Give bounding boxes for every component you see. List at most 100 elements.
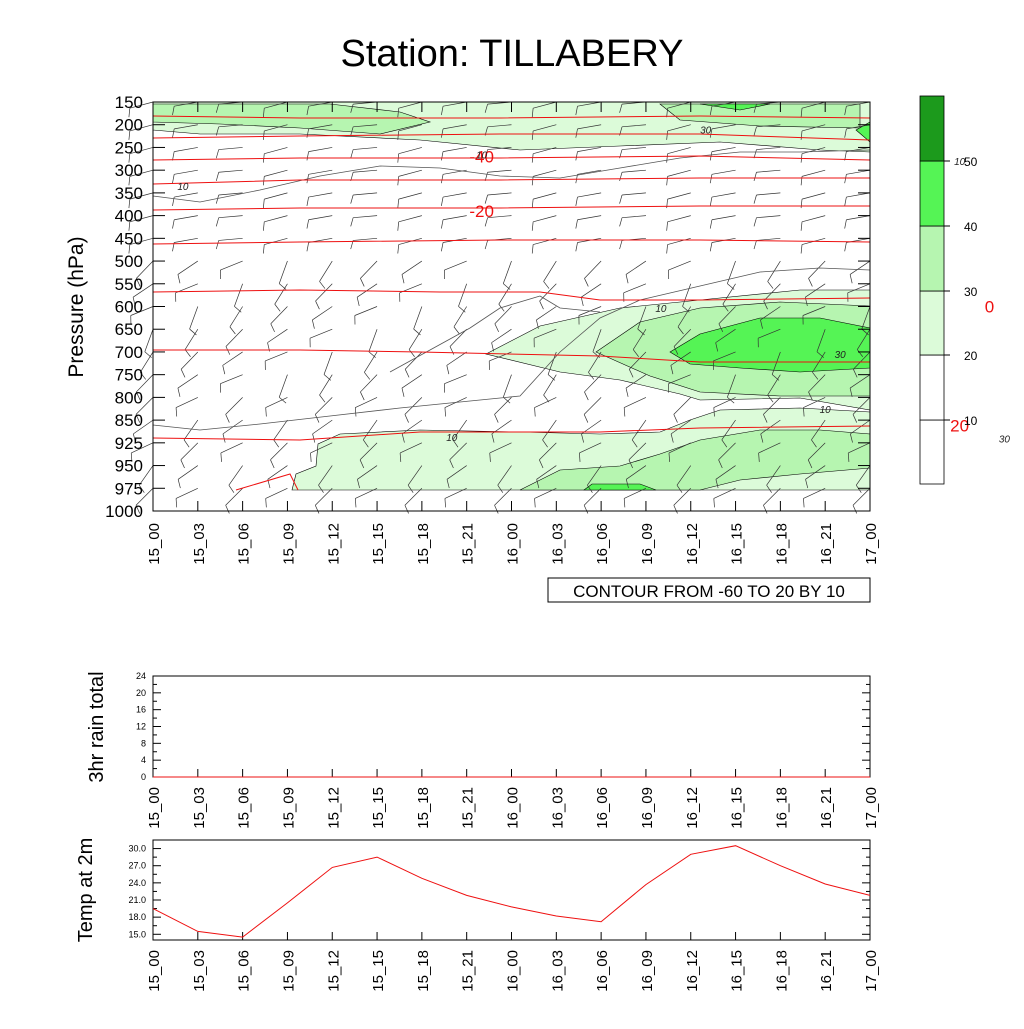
wind-barb-staff bbox=[756, 238, 780, 240]
wind-barb-flag bbox=[263, 245, 264, 254]
wind-barb-staff bbox=[176, 488, 198, 498]
wind-barb-flag bbox=[351, 218, 353, 227]
x-tick-label: 17_00 bbox=[863, 787, 880, 829]
wind-barb-flag bbox=[176, 498, 177, 507]
wind-barb-flag bbox=[178, 274, 180, 283]
wind-barb-staff bbox=[221, 443, 243, 453]
wind-barb-flag bbox=[355, 498, 356, 507]
x-tick-label: 16_06 bbox=[594, 523, 611, 565]
wind-barb-staff bbox=[275, 284, 288, 304]
wind-barb-staff bbox=[499, 284, 512, 304]
legend-box-20-30 bbox=[920, 355, 944, 420]
y-tick-label: 21.0 bbox=[128, 895, 146, 905]
wind-barb-staff bbox=[414, 307, 422, 330]
wind-barb-staff bbox=[353, 193, 377, 195]
wind-barb-flag bbox=[274, 440, 279, 447]
isotach-label: 30 bbox=[999, 434, 1011, 445]
wind-barb-flag bbox=[576, 220, 578, 229]
temp-y-ticks: 15.018.021.024.027.030.0 bbox=[128, 844, 870, 940]
wind-barb-staff bbox=[353, 238, 377, 240]
wind-barb-staff bbox=[264, 147, 287, 153]
wind-barb-flag bbox=[584, 392, 588, 400]
wind-barb-staff bbox=[488, 170, 512, 172]
wind-barb-flag bbox=[271, 324, 275, 332]
wind-barb-flag bbox=[145, 352, 152, 358]
wind-barb-flag bbox=[853, 505, 857, 513]
x-tick-label: 15_09 bbox=[280, 787, 297, 829]
wind-barb-flag bbox=[624, 498, 625, 507]
wind-barb-flag bbox=[307, 152, 309, 161]
wind-barb-flag bbox=[850, 274, 852, 283]
wind-barb-staff bbox=[174, 193, 198, 197]
y-tick-label: 975 bbox=[115, 479, 143, 498]
wind-barb-flag bbox=[532, 199, 533, 208]
x-tick-label: 15_15 bbox=[370, 950, 387, 992]
wind-barb-staff bbox=[405, 488, 422, 505]
wind-barb-staff bbox=[226, 488, 243, 505]
wind-barb-flag bbox=[216, 195, 218, 204]
x-tick-label: 15_00 bbox=[146, 787, 163, 829]
wind-barb-staff bbox=[274, 420, 288, 440]
wind-barb-flag bbox=[495, 324, 499, 332]
wind-barb-flag bbox=[405, 369, 409, 377]
x-tick-label: 16_12 bbox=[684, 950, 701, 992]
wind-barb-staff bbox=[268, 329, 288, 342]
wind-barb-flag bbox=[369, 352, 376, 358]
wind-barb-flag bbox=[263, 199, 264, 208]
wind-barb-staff bbox=[220, 261, 242, 270]
wind-barb-staff bbox=[584, 375, 601, 392]
x-tick-label: 15_12 bbox=[325, 523, 342, 565]
wind-barb-staff bbox=[324, 352, 332, 375]
wind-barb-flag bbox=[441, 152, 443, 161]
wind-barb-staff bbox=[712, 216, 736, 220]
wind-barb-flag bbox=[667, 176, 668, 185]
wind-barb-flag bbox=[229, 485, 234, 492]
wind-barb-flag bbox=[402, 388, 404, 397]
y-tick-label: 30.0 bbox=[128, 844, 146, 854]
wind-barb-flag bbox=[441, 197, 443, 206]
y-tick-label: 800 bbox=[115, 388, 143, 407]
wind-barb-staff bbox=[181, 443, 198, 460]
y-tick-label: 8 bbox=[141, 738, 146, 748]
wind-barb-flag bbox=[405, 414, 409, 422]
wind-barb-staff bbox=[850, 261, 870, 274]
temperature-contour-line bbox=[236, 474, 298, 490]
wind-barb-staff bbox=[533, 238, 556, 244]
y-tick-label: 500 bbox=[115, 252, 143, 271]
isotach-label: 10 bbox=[177, 182, 189, 193]
x-tick-label: 16_21 bbox=[818, 523, 835, 565]
wind-barb-flag bbox=[727, 284, 734, 290]
wind-barb-flag bbox=[178, 388, 180, 397]
wind-barb-flag bbox=[754, 240, 756, 249]
wind-barb-staff bbox=[756, 193, 780, 195]
wind-barb-staff bbox=[353, 147, 377, 149]
wind-barb-staff bbox=[503, 261, 511, 284]
wind-barb-flag bbox=[801, 222, 802, 231]
y-tick-label: 400 bbox=[115, 207, 143, 226]
x-tick-label: 16_12 bbox=[684, 787, 701, 829]
x-tick-label: 16_00 bbox=[505, 787, 522, 829]
x-tick-label: 16_00 bbox=[505, 950, 522, 992]
wind-barb-staff bbox=[584, 261, 601, 278]
x-tick-label: 15_18 bbox=[415, 950, 432, 992]
rain-frame bbox=[153, 676, 870, 777]
y-tick-label: 24 bbox=[136, 671, 146, 681]
wind-barb-staff bbox=[174, 147, 198, 151]
wind-barb-staff bbox=[405, 352, 422, 369]
y-tick-label: 27.0 bbox=[128, 861, 146, 871]
legend-label-50: 50 bbox=[964, 155, 978, 169]
isotach-label: 30 bbox=[700, 125, 712, 136]
wind-barb-flag bbox=[584, 414, 588, 422]
cross-section-panel: 1502002503003504004505005506006507007508… bbox=[65, 93, 1024, 602]
wind-barb-staff bbox=[364, 352, 377, 372]
wind-barb-staff bbox=[447, 352, 467, 365]
wind-barb-staff bbox=[581, 284, 601, 297]
wind-barb-flag bbox=[445, 498, 446, 507]
wind-barb-flag bbox=[576, 243, 578, 252]
wind-barb-flag bbox=[355, 408, 356, 417]
wind-barb-flag bbox=[357, 297, 359, 306]
wind-barb-flag bbox=[398, 222, 399, 231]
